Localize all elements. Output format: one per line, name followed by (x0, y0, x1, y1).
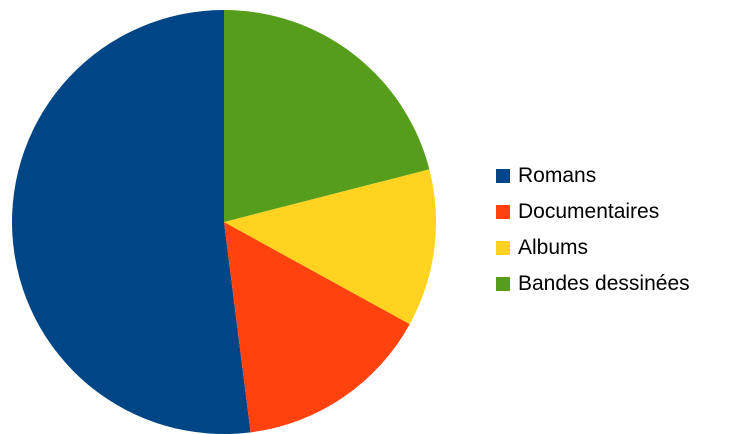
pie-slice-romans (12, 10, 251, 434)
legend-item: Documentaires (496, 194, 690, 230)
legend-label: Romans (518, 164, 596, 188)
chart-legend: Romans Documentaires Albums Bandes dessinée… (496, 158, 690, 302)
legend-label: Bandes dessinées (518, 272, 690, 296)
legend-item: Bandes dessinées (496, 266, 690, 302)
legend-label: Documentaires (518, 200, 659, 224)
legend-swatch (496, 241, 510, 255)
pie-slices (12, 10, 436, 434)
legend-swatch (496, 205, 510, 219)
legend-item: Romans (496, 158, 690, 194)
legend-swatch (496, 169, 510, 183)
legend-item: Albums (496, 230, 690, 266)
legend-label: Albums (518, 236, 588, 260)
legend-swatch (496, 277, 510, 291)
